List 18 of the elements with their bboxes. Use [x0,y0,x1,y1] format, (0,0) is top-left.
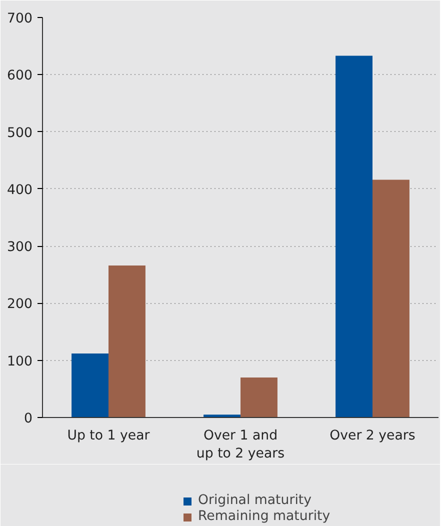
bar [108,266,146,418]
legend-label: Original maturity [198,493,312,508]
bar [372,180,410,418]
bar [336,56,372,418]
y-tick-label: 100 [7,354,33,370]
y-tick-label: 400 [7,182,33,198]
y-tick-label: 500 [7,126,33,141]
bar [72,354,108,418]
legend-label: Remaining maturity [198,509,330,524]
y-tick-label: 0 [24,412,33,426]
y-tick-label: 200 [7,297,33,312]
bar [240,378,278,418]
x-tick-label: Up to 1 year [67,428,150,444]
y-tick-label: 700 [7,12,33,26]
x-tick-label: Over 2 years [330,428,416,444]
y-tick-label: 600 [7,68,33,84]
x-tick-label: Over 1 and up to 2 years [196,428,285,462]
y-tick-label: 300 [7,240,33,256]
